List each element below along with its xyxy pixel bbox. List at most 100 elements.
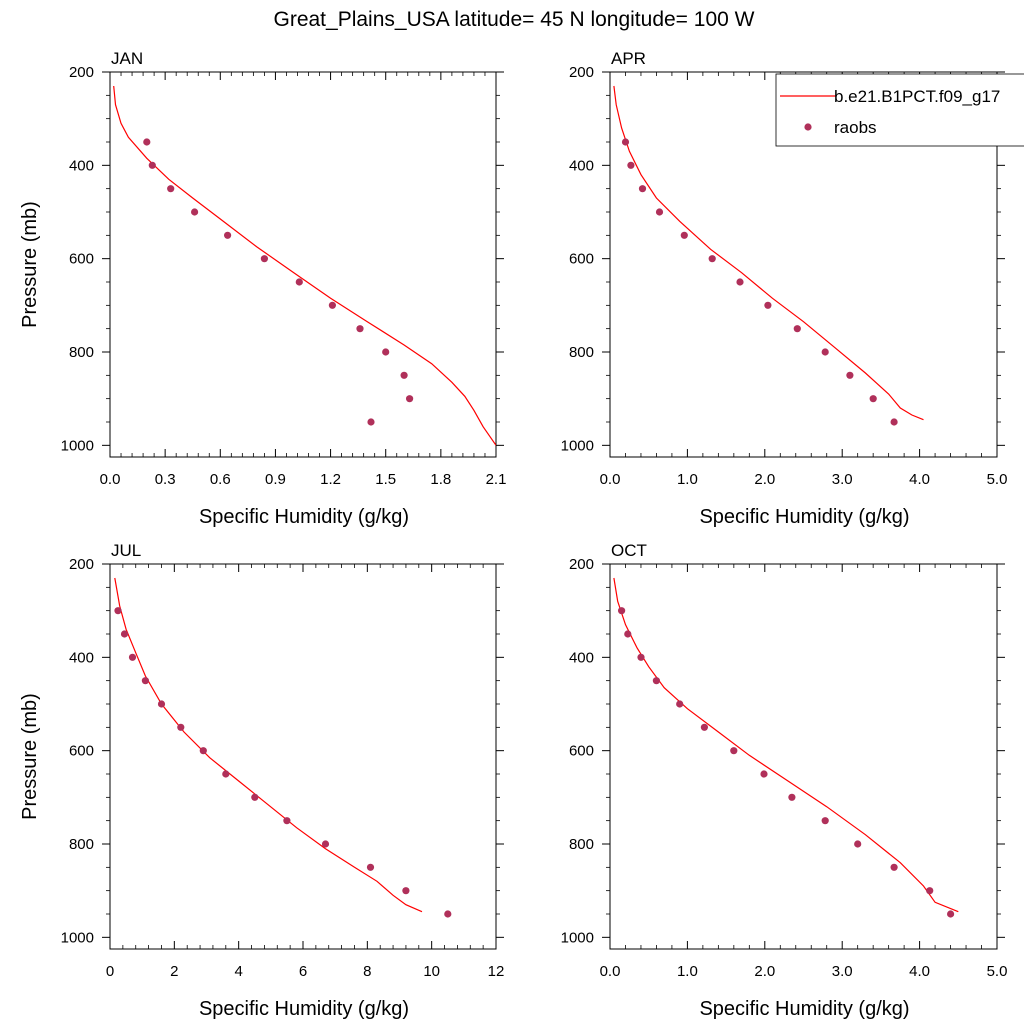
panels-group: JAN 0.0 0.3 0.6 0.9 1.2 1.5 1.8 2.1 200 400 600 800 1…	[19, 49, 1007, 1020]
y-tick-label-jul: 1000	[61, 929, 94, 946]
obs-point-jan	[260, 255, 268, 263]
obs-point-jan	[356, 325, 364, 333]
x-tick-label-oct: 5.0	[987, 963, 1008, 980]
panel-label-oct: OCT	[611, 541, 647, 560]
obs-point-jan	[400, 371, 408, 379]
x-tick-label-jul: 0	[106, 963, 114, 980]
obs-point-jul	[199, 747, 207, 755]
y-tick-label-apr: 1000	[561, 437, 594, 454]
x-tick-label-apr: 0.0	[600, 471, 621, 488]
obs-point-apr	[764, 301, 772, 309]
y-tick-label-jul: 800	[69, 836, 94, 853]
obs-point-oct	[947, 910, 955, 918]
x-tick-label-jan: 1.5	[375, 471, 396, 488]
model-line-jul	[114, 577, 423, 913]
obs-point-apr	[821, 348, 829, 356]
y-tick-label-oct: 1000	[561, 929, 594, 946]
panel-jan: JAN 0.0 0.3 0.6 0.9 1.2 1.5 1.8 2.1 200 400 600 800 1…	[19, 49, 506, 528]
obs-point-apr	[708, 255, 716, 263]
obs-point-apr	[736, 278, 744, 286]
obs-point-oct	[637, 653, 645, 661]
x-tick-label-jan: 1.8	[430, 471, 451, 488]
obs-point-oct	[652, 677, 661, 685]
panel-jul: JUL 0 2 4 6 8 10 12 200 400 600 800 1000 Specific Hum…	[19, 541, 504, 1020]
obs-point-apr	[680, 231, 688, 239]
obs-point-jul	[283, 817, 291, 825]
x-tick-label-apr: 5.0	[987, 471, 1008, 488]
obs-point-apr	[655, 208, 664, 216]
obs-point-oct	[730, 747, 738, 755]
obs-point-jan	[148, 161, 156, 169]
y-tick-label-jan: 200	[69, 64, 94, 81]
y-tick-label-apr: 800	[569, 344, 594, 361]
legend-obs-marker	[804, 123, 812, 131]
obs-point-jul	[114, 607, 122, 615]
panel-label-jul: JUL	[111, 541, 141, 560]
x-axis-title-apr: Specific Humidity (g/kg)	[699, 506, 909, 528]
obs-point-apr	[846, 371, 854, 379]
panel-label-apr: APR	[611, 49, 646, 68]
legend-model-label: b.e21.B1PCT.f09_g17	[834, 87, 1000, 106]
obs-point-jan	[167, 185, 175, 193]
x-tick-label-jul: 4	[234, 963, 242, 980]
x-tick-label-jul: 2	[170, 963, 178, 980]
x-tick-label-jul: 6	[299, 963, 307, 980]
obs-point-jul	[444, 910, 452, 918]
obs-point-jul	[402, 887, 410, 895]
obs-point-oct	[618, 607, 626, 615]
y-tick-label-apr: 400	[569, 157, 594, 174]
x-tick-label-apr: 3.0	[832, 471, 853, 488]
x-axis-title-oct: Specific Humidity (g/kg)	[699, 998, 909, 1020]
obs-point-jan	[224, 231, 232, 239]
obs-point-jul	[321, 840, 330, 848]
y-tick-label-jul: 400	[69, 649, 94, 666]
plot-frame-jan	[109, 71, 497, 458]
legend-box	[775, 73, 1024, 147]
y-tick-label-jul: 600	[69, 743, 94, 760]
obs-point-oct	[760, 770, 768, 778]
y-axis-title-jan: Pressure (mb)	[19, 201, 41, 328]
obs-point-oct	[788, 793, 796, 801]
obs-point-apr	[890, 418, 898, 426]
panel-label-jan: JAN	[111, 49, 143, 68]
obs-point-oct	[926, 887, 934, 895]
x-axis-title-jan: Specific Humidity (g/kg)	[199, 506, 409, 528]
y-tick-label-jan: 800	[69, 344, 94, 361]
x-tick-label-jul: 8	[363, 963, 371, 980]
x-tick-label-jan: 0.6	[210, 471, 231, 488]
obs-point-jan	[406, 395, 414, 403]
y-tick-label-jan: 400	[69, 157, 94, 174]
x-tick-label-jan: 0.3	[155, 471, 176, 488]
x-tick-label-jan: 0.0	[100, 471, 121, 488]
x-tick-label-oct: 1.0	[677, 963, 698, 980]
x-tick-label-oct: 2.0	[754, 963, 775, 980]
y-tick-label-oct: 800	[569, 836, 594, 853]
x-tick-label-oct: 0.0	[600, 963, 621, 980]
plot-frame-jul	[109, 563, 497, 950]
obs-point-jan	[191, 208, 199, 216]
obs-point-oct	[854, 840, 862, 848]
obs-point-oct	[821, 817, 829, 825]
x-tick-label-jan: 2.1	[486, 471, 507, 488]
obs-point-jan	[382, 348, 390, 356]
legend-obs-label: raobs	[834, 118, 877, 137]
obs-point-jul	[128, 653, 137, 661]
y-tick-label-oct: 400	[569, 649, 594, 666]
obs-point-jul	[141, 677, 149, 685]
x-tick-label-jan: 1.2	[320, 471, 341, 488]
obs-point-oct	[676, 700, 684, 708]
obs-point-jul	[251, 793, 259, 801]
obs-point-apr	[793, 325, 801, 333]
x-tick-label-oct: 4.0	[909, 963, 930, 980]
obs-point-jul	[157, 700, 166, 708]
obs-point-jan	[295, 278, 303, 286]
obs-point-apr	[621, 138, 630, 146]
x-tick-label-apr: 4.0	[909, 471, 930, 488]
model-line-oct	[613, 577, 959, 913]
y-tick-label-jan: 1000	[61, 437, 94, 454]
y-tick-label-jul: 200	[69, 556, 94, 573]
obs-point-jan	[367, 418, 375, 426]
y-axis-title-jul: Pressure (mb)	[19, 693, 41, 820]
x-tick-label-jan: 0.9	[265, 471, 286, 488]
